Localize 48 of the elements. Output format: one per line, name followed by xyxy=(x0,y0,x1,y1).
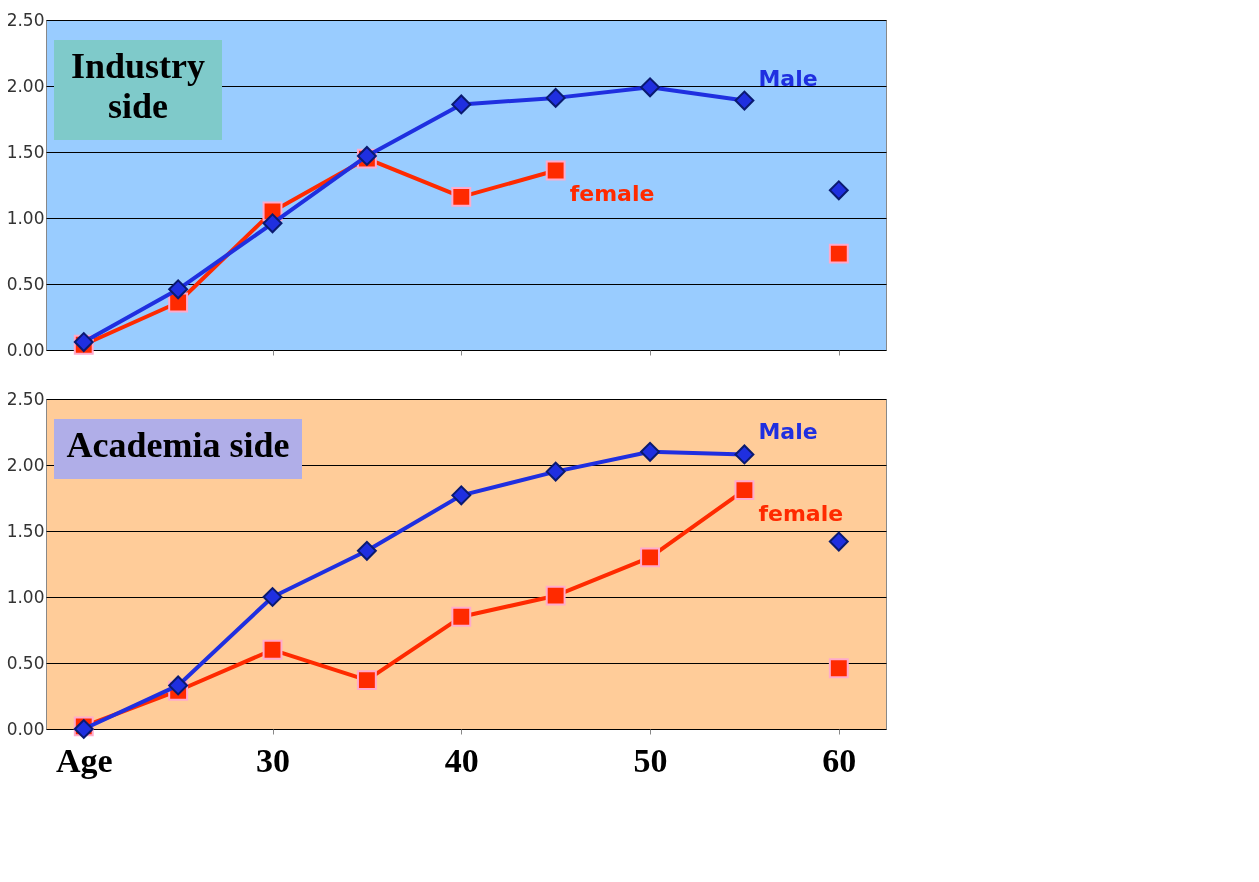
series-label: Male xyxy=(758,65,818,91)
point xyxy=(734,444,755,465)
point xyxy=(828,658,849,679)
series-label: Male xyxy=(758,419,818,445)
y-tick-label: 2.50 xyxy=(6,388,45,409)
point xyxy=(356,670,377,691)
point xyxy=(451,186,472,207)
point xyxy=(640,77,660,98)
point xyxy=(734,90,755,111)
y-tick-label: 1.50 xyxy=(6,141,45,162)
annotation: Industry side xyxy=(70,46,206,126)
y-tick-label: 1.00 xyxy=(6,207,45,228)
x-tick-label: Age xyxy=(55,741,113,779)
annotation: Academia side xyxy=(66,425,290,465)
point xyxy=(451,606,472,627)
point xyxy=(356,540,377,561)
y-tick-label: 0.50 xyxy=(6,273,45,294)
point xyxy=(828,243,849,264)
y-tick-label: 2.50 xyxy=(6,9,45,30)
y-tick-label: 0.00 xyxy=(6,718,45,739)
point xyxy=(828,180,849,201)
series-label: female xyxy=(758,501,844,527)
point xyxy=(828,531,849,552)
x-tick-label: 50 xyxy=(633,741,668,779)
point xyxy=(545,585,566,606)
point xyxy=(640,441,660,462)
point xyxy=(545,461,566,482)
point xyxy=(734,480,755,501)
point xyxy=(168,279,189,300)
point xyxy=(262,213,283,234)
y-tick-label: 0.00 xyxy=(6,339,45,360)
point xyxy=(168,675,189,696)
x-tick-label: 60 xyxy=(822,741,857,779)
point xyxy=(451,94,472,115)
x-tick-label: 40 xyxy=(444,741,479,779)
y-tick-label: 2.00 xyxy=(6,75,45,96)
point xyxy=(545,87,566,108)
point xyxy=(451,485,472,506)
point xyxy=(262,587,283,607)
series-label: female xyxy=(569,181,655,207)
point xyxy=(262,639,283,660)
point xyxy=(640,547,660,568)
y-tick-label: 2.00 xyxy=(6,454,45,475)
point xyxy=(545,160,566,181)
x-tick-label: 30 xyxy=(256,741,291,779)
y-tick-label: 1.00 xyxy=(6,586,45,607)
y-tick-label: 0.50 xyxy=(6,652,45,673)
y-tick-label: 1.50 xyxy=(6,520,45,541)
